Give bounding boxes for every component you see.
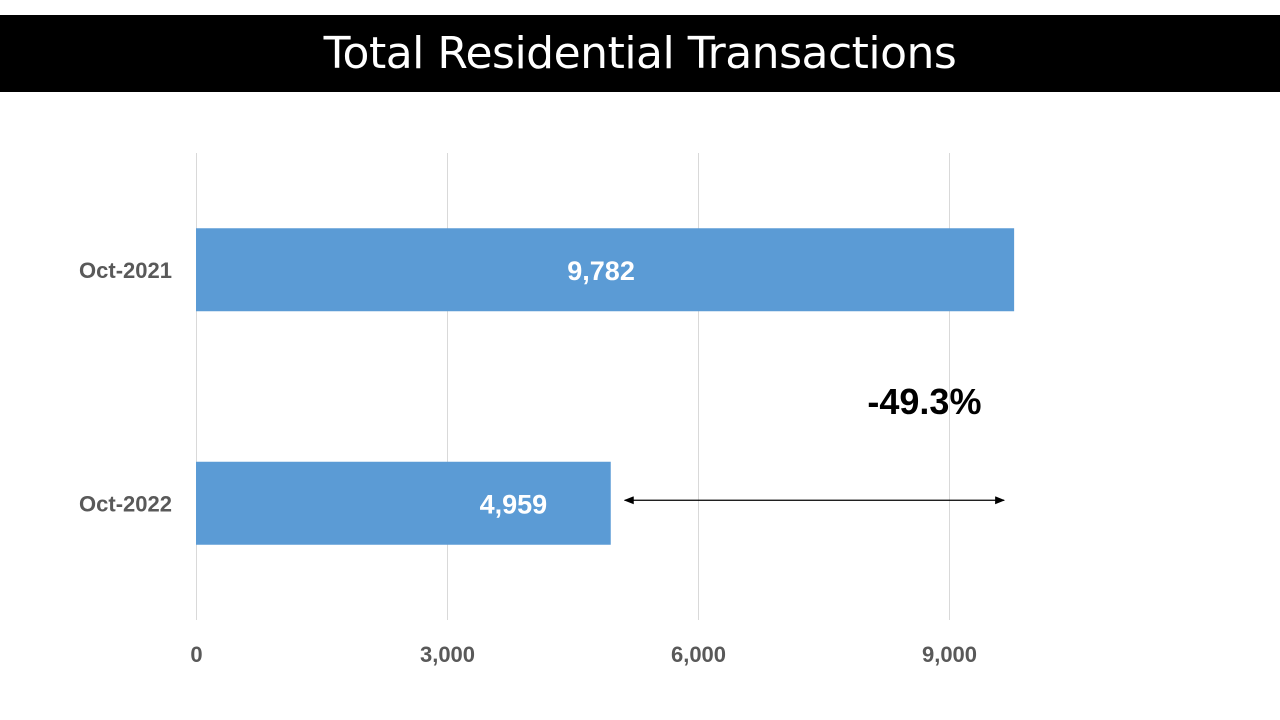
bar (196, 461, 611, 545)
labels: 0 3,000 6,000 9,000 Oct-2021 9,782 Oct-2022 4,9… (79, 256, 977, 667)
category-label: Oct-2022 (79, 491, 172, 516)
gridlines (196, 153, 950, 620)
annotation: -49.3% (623, 381, 1006, 505)
x-tick-label: 9,000 (922, 642, 977, 667)
x-tick-label: 6,000 (671, 642, 726, 667)
bar-value-label: 9,782 (567, 256, 635, 286)
bar-value-label: 4,959 (480, 489, 548, 519)
x-tick-label: 0 (190, 642, 202, 667)
title-bar: Total Residential Transactions (0, 15, 1280, 92)
x-tick-label: 3,000 (420, 642, 475, 667)
category-label: Oct-2021 (79, 258, 172, 283)
bars (196, 228, 1015, 545)
chart-title: Total Residential Transactions (323, 28, 957, 79)
bar (196, 228, 1015, 312)
percent-change-label: -49.3% (867, 381, 981, 422)
